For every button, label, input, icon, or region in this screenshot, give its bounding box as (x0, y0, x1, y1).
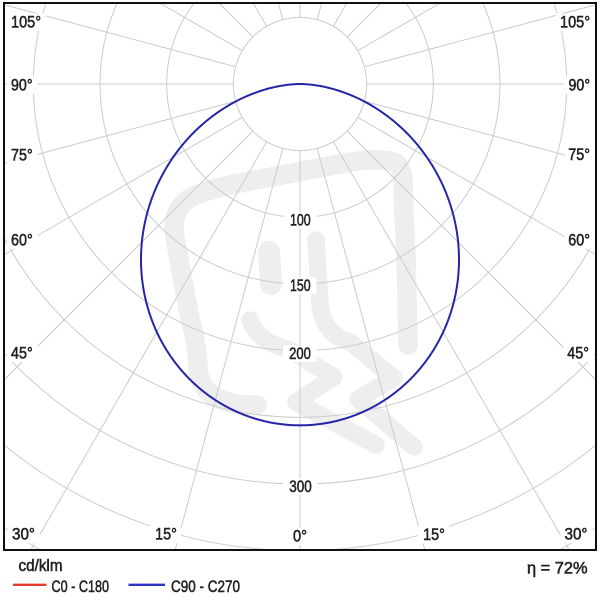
svg-text:60°: 60° (568, 231, 590, 249)
svg-text:C90 - C270: C90 - C270 (171, 578, 240, 596)
svg-text:15°: 15° (423, 526, 445, 544)
svg-text:30°: 30° (565, 526, 588, 544)
svg-text:105°: 105° (11, 13, 41, 31)
svg-text:45°: 45° (567, 345, 589, 363)
svg-text:90°: 90° (569, 76, 591, 94)
svg-text:105°: 105° (560, 14, 590, 32)
svg-text:300: 300 (289, 478, 312, 496)
svg-text:75°: 75° (568, 146, 590, 164)
svg-text:90°: 90° (11, 76, 33, 94)
svg-text:η = 72%: η = 72% (527, 560, 588, 578)
svg-text:30°: 30° (12, 526, 35, 544)
svg-text:45°: 45° (11, 345, 33, 363)
svg-text:cd/klm: cd/klm (19, 557, 63, 575)
svg-text:200: 200 (289, 345, 311, 363)
svg-text:0°: 0° (293, 528, 307, 546)
svg-text:60°: 60° (11, 231, 33, 249)
svg-text:15°: 15° (155, 526, 177, 544)
svg-text:C0 - C180: C0 - C180 (52, 578, 110, 596)
svg-text:150: 150 (290, 277, 311, 295)
svg-text:100: 100 (290, 211, 311, 229)
svg-text:75°: 75° (11, 147, 33, 165)
